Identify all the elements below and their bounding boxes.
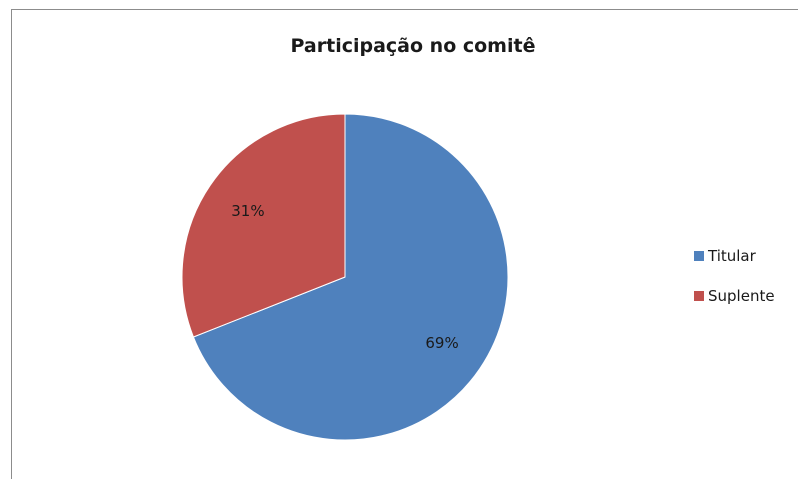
chart-title: Participação no comitê <box>291 35 536 57</box>
legend-swatch-suplente <box>694 291 704 301</box>
legend: Titular Suplente <box>694 247 775 305</box>
pie-slice-suplente <box>181 113 346 338</box>
data-labels: 69% 31% <box>231 202 458 352</box>
legend-swatch-titular <box>694 251 704 261</box>
legend-label-titular: Titular <box>707 247 757 265</box>
legend-label-suplente: Suplente <box>708 287 775 305</box>
pie-slice-titular <box>192 113 509 441</box>
data-label-titular: 69% <box>425 334 458 352</box>
data-label-suplente: 31% <box>231 202 264 220</box>
pie-slices <box>181 113 509 441</box>
